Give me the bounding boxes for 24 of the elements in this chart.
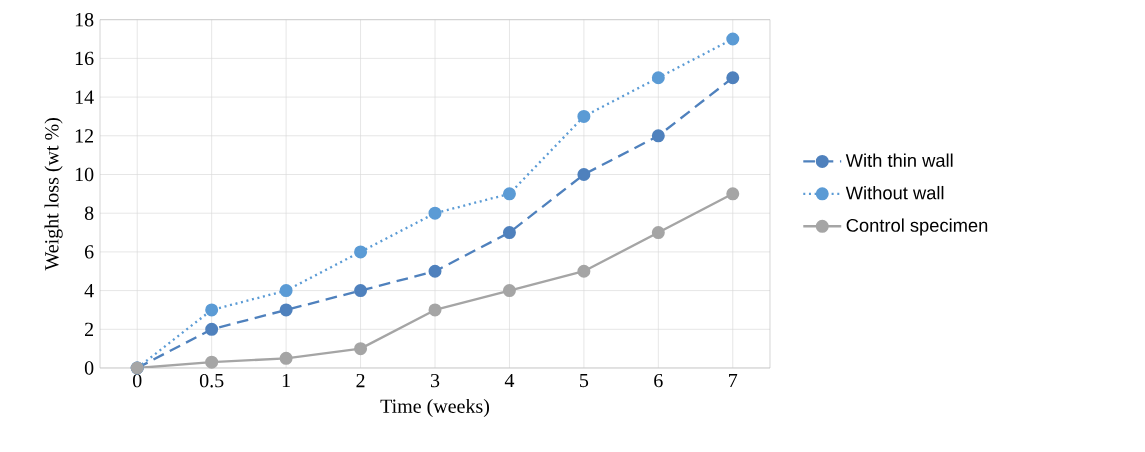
y-tick-label: 16 bbox=[75, 51, 94, 66]
y-tick-label: 12 bbox=[75, 129, 94, 143]
y-tick-label: 10 bbox=[75, 167, 94, 182]
x-tick-label: 7 bbox=[729, 373, 738, 387]
x-tick-label: 2 bbox=[356, 373, 365, 388]
x-tick-label: 3 bbox=[430, 373, 440, 388]
y-tick-label: 0 bbox=[84, 361, 94, 375]
y-tick-label: 6 bbox=[84, 245, 94, 259]
x-axis-title: Time (weeks) bbox=[380, 398, 490, 418]
x-tick-label: 1 bbox=[282, 373, 290, 388]
x-tick-label: 0.5 bbox=[199, 373, 224, 388]
legend-label: Control specimen bbox=[846, 218, 988, 236]
y-tick-label: 4 bbox=[84, 284, 94, 298]
y-tick-label: 2 bbox=[85, 322, 94, 336]
legend-label: With thin wall bbox=[845, 153, 953, 167]
y-tick-label: 14 bbox=[75, 90, 94, 104]
y-tick-label: 8 bbox=[84, 206, 94, 220]
x-tick-label: 5 bbox=[580, 373, 589, 388]
legend-label: Without wall bbox=[845, 185, 944, 200]
x-tick-label: 0 bbox=[132, 373, 142, 388]
x-tick-label: 6 bbox=[654, 373, 663, 388]
y-tick-label: 18 bbox=[75, 12, 94, 27]
x-tick-label: 4 bbox=[504, 373, 515, 388]
y-axis-title: Weight loss (wt %) bbox=[44, 118, 63, 271]
